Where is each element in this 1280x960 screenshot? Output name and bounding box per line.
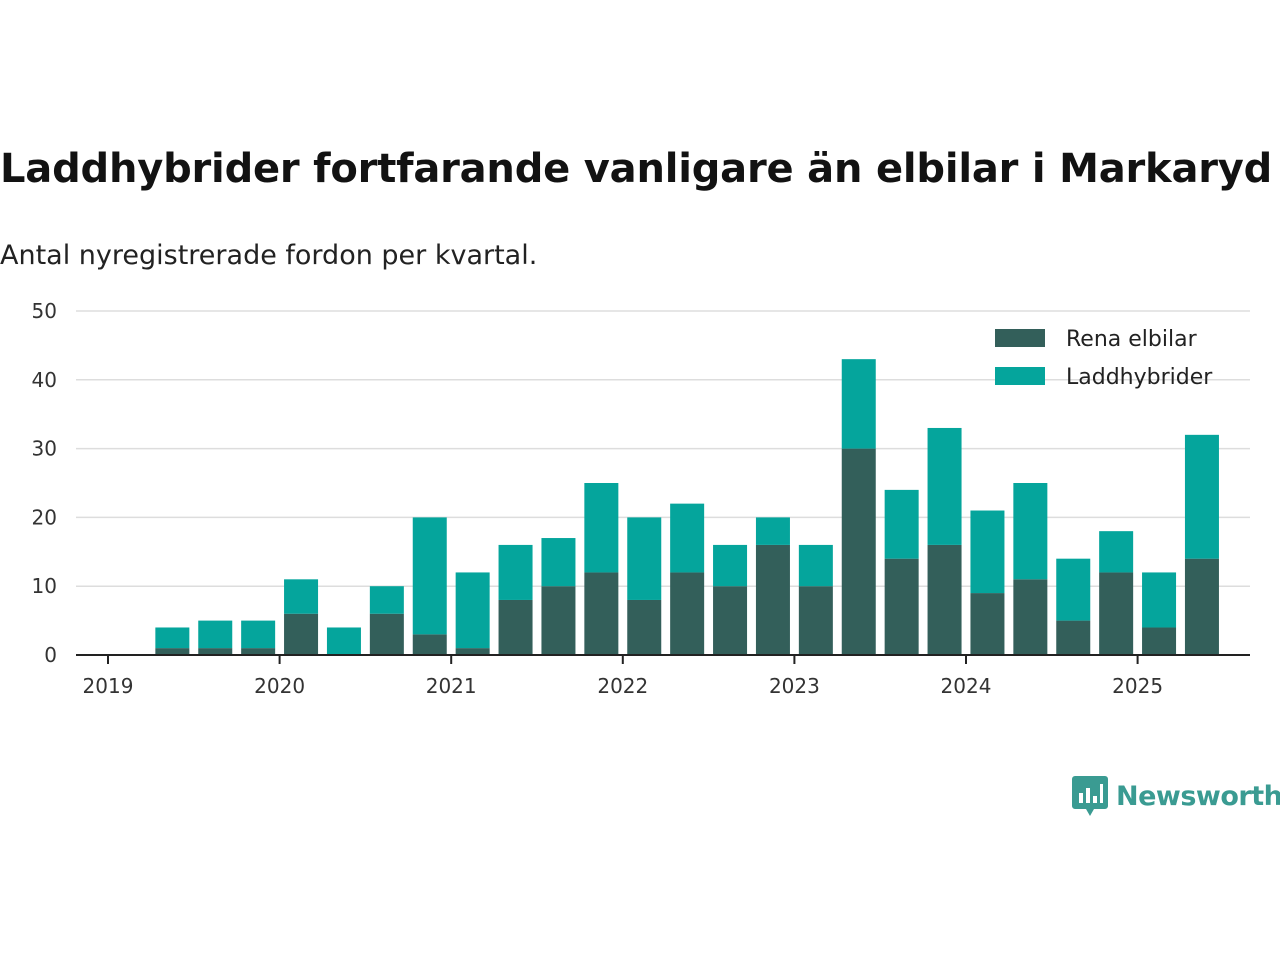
bar-laddhybrider	[1184, 434, 1219, 559]
bar-rena-elbilar	[1056, 620, 1091, 655]
x-tick-label: 2025	[1112, 674, 1163, 698]
bar-rena-elbilar	[1184, 558, 1219, 655]
y-tick-label: 30	[32, 437, 57, 461]
bar-laddhybrider	[970, 510, 1005, 594]
bar-rena-elbilar	[369, 613, 404, 655]
legend-label-rena-elbilar: Rena elbilar	[1066, 327, 1198, 352]
axes: 0 10 20 30 40 50 2019 2020 2021 2022 2023 2024 2025	[32, 299, 1250, 698]
legend-label-laddhybrider: Laddhybrider	[1066, 365, 1213, 390]
newsworthy-logo-icon	[1072, 776, 1108, 816]
bar-laddhybrider	[1056, 558, 1091, 621]
newsworthy-logo-text: Newsworthy	[1116, 780, 1280, 812]
chart-subtitle: Antal nyregistrerade fordon per kvartal.	[0, 240, 538, 271]
bar-rena-elbilar	[455, 648, 490, 655]
bar-rena-elbilar	[584, 572, 619, 655]
bar-laddhybrider	[755, 517, 790, 545]
bar-rena-elbilar	[541, 586, 576, 655]
bar-rena-elbilar	[198, 648, 233, 655]
legend: Rena elbilar Laddhybrider	[995, 327, 1213, 390]
bar-laddhybrider	[627, 517, 662, 600]
bar-rena-elbilar	[798, 586, 833, 655]
bar-laddhybrider	[1099, 531, 1134, 573]
bar-laddhybrider	[713, 544, 748, 587]
bar-laddhybrider	[1013, 483, 1048, 580]
bar-rena-elbilar	[1099, 572, 1134, 655]
y-tick-label: 10	[32, 574, 57, 598]
y-tick-label: 40	[32, 368, 57, 392]
bars	[155, 359, 1219, 655]
bar-laddhybrider	[198, 620, 233, 649]
bar-rena-elbilar	[1142, 627, 1177, 655]
bar-laddhybrider	[326, 627, 361, 655]
x-tick-label: 2019	[83, 674, 134, 698]
x-tick-label: 2021	[426, 674, 477, 698]
bar-rena-elbilar	[884, 558, 919, 655]
bar-laddhybrider	[927, 427, 962, 545]
bar-rena-elbilar	[241, 648, 276, 655]
bar-laddhybrider	[884, 489, 919, 559]
bar-rena-elbilar	[155, 648, 190, 655]
bar-laddhybrider	[670, 503, 705, 573]
bar-rena-elbilar	[1013, 579, 1048, 655]
bar-laddhybrider	[155, 627, 190, 649]
bar-rena-elbilar	[927, 544, 962, 655]
bar-rena-elbilar	[627, 599, 662, 655]
bar-rena-elbilar	[498, 599, 533, 655]
y-tick-label: 20	[32, 505, 57, 529]
y-tick-label: 50	[32, 299, 57, 323]
bar-laddhybrider	[841, 359, 876, 449]
bar-laddhybrider	[284, 579, 319, 614]
x-tick-label: 2024	[941, 674, 992, 698]
bar-rena-elbilar	[970, 593, 1005, 655]
bar-laddhybrider	[455, 572, 490, 649]
bar-laddhybrider	[241, 620, 276, 649]
bar-rena-elbilar	[412, 634, 447, 655]
legend-swatch-rena-elbilar	[995, 329, 1045, 347]
bar-rena-elbilar	[841, 448, 876, 655]
bar-laddhybrider	[584, 483, 619, 573]
x-tick-label: 2020	[254, 674, 305, 698]
bar-laddhybrider	[498, 544, 533, 600]
bar-laddhybrider	[369, 586, 404, 614]
bar-rena-elbilar	[284, 613, 319, 655]
y-tick-label: 0	[44, 643, 57, 667]
chart-title: Laddhybrider fortfarande vanligare än el…	[0, 146, 1273, 192]
gridlines	[76, 310, 1250, 587]
bar-laddhybrider	[541, 538, 576, 587]
bar-laddhybrider	[412, 517, 447, 635]
bar-rena-elbilar	[670, 572, 705, 655]
newsworthy-logo: Newsworthy	[1072, 776, 1280, 816]
bar-rena-elbilar	[755, 544, 790, 655]
x-tick-label: 2023	[769, 674, 820, 698]
legend-swatch-laddhybrider	[995, 367, 1045, 385]
bar-laddhybrider	[798, 544, 833, 587]
x-tick-label: 2022	[597, 674, 648, 698]
bar-rena-elbilar	[713, 586, 748, 655]
bar-laddhybrider	[1142, 572, 1177, 628]
